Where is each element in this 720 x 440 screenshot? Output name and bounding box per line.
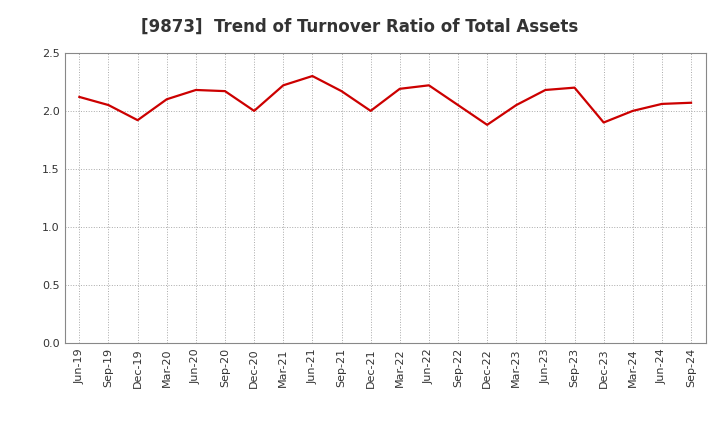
Text: [9873]  Trend of Turnover Ratio of Total Assets: [9873] Trend of Turnover Ratio of Total … bbox=[141, 18, 579, 36]
